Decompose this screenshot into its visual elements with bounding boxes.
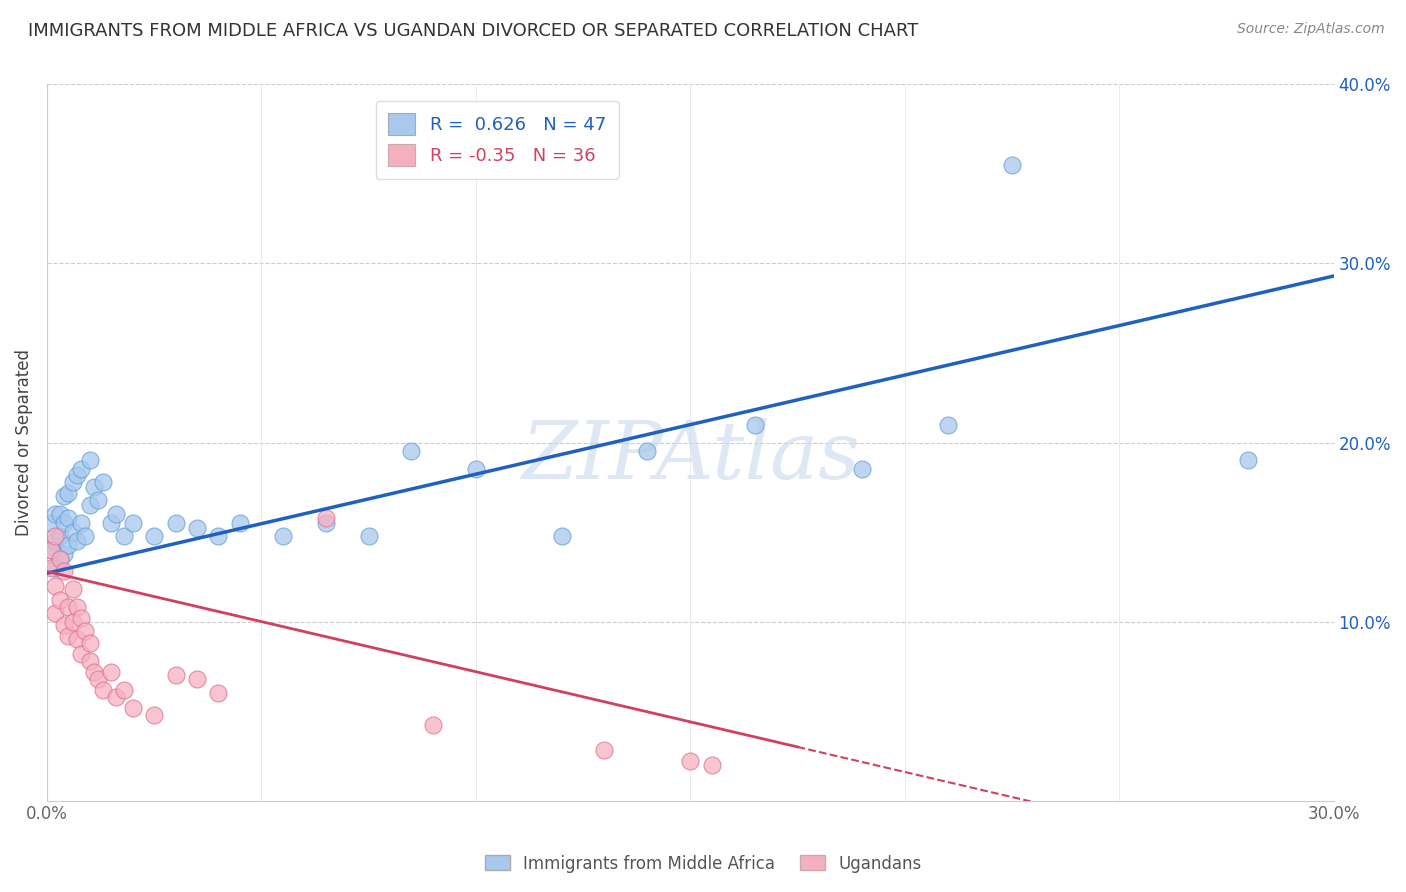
Point xyxy=(104,690,127,704)
Point xyxy=(104,507,127,521)
Point xyxy=(62,615,84,629)
Point xyxy=(593,743,616,757)
Point xyxy=(75,528,97,542)
Point xyxy=(58,600,80,615)
Text: IMMIGRANTS FROM MIDDLE AFRICA VS UGANDAN DIVORCED OR SEPARATED CORRELATION CHART: IMMIGRANTS FROM MIDDLE AFRICA VS UGANDAN… xyxy=(28,22,918,40)
Point xyxy=(66,600,89,615)
Point xyxy=(53,565,76,579)
Point xyxy=(66,534,89,549)
Point xyxy=(207,528,229,542)
Point xyxy=(58,485,80,500)
Point xyxy=(112,682,135,697)
Point xyxy=(936,417,959,432)
Point xyxy=(143,528,166,542)
Point xyxy=(66,467,89,482)
Point xyxy=(207,686,229,700)
Point xyxy=(186,521,208,535)
Point xyxy=(49,528,72,542)
Legend: Immigrants from Middle Africa, Ugandans: Immigrants from Middle Africa, Ugandans xyxy=(478,848,928,880)
Y-axis label: Divorced or Separated: Divorced or Separated xyxy=(15,349,32,536)
Point xyxy=(49,552,72,566)
Point xyxy=(315,516,337,530)
Point xyxy=(39,543,62,558)
Point xyxy=(44,528,66,542)
Point xyxy=(53,516,76,530)
Point xyxy=(112,528,135,542)
Point xyxy=(62,524,84,539)
Legend: R =  0.626   N = 47, R = -0.35   N = 36: R = 0.626 N = 47, R = -0.35 N = 36 xyxy=(375,101,619,179)
Point xyxy=(39,561,62,575)
Point xyxy=(79,636,101,650)
Point xyxy=(229,516,252,530)
Point xyxy=(44,561,66,575)
Point xyxy=(53,489,76,503)
Point xyxy=(744,417,766,432)
Point xyxy=(44,507,66,521)
Point xyxy=(700,757,723,772)
Text: ZIPAtlas: ZIPAtlas xyxy=(522,418,859,496)
Point xyxy=(83,480,105,494)
Point xyxy=(550,528,572,542)
Point xyxy=(79,654,101,668)
Point xyxy=(70,462,93,476)
Point xyxy=(44,534,66,549)
Point xyxy=(44,606,66,620)
Point xyxy=(70,647,93,661)
Point xyxy=(49,593,72,607)
Point xyxy=(62,582,84,597)
Point xyxy=(121,516,143,530)
Point xyxy=(315,510,337,524)
Point xyxy=(44,579,66,593)
Point xyxy=(271,528,294,542)
Point xyxy=(679,754,702,768)
Point xyxy=(66,632,89,647)
Point xyxy=(165,668,187,682)
Point xyxy=(49,552,72,566)
Point xyxy=(70,611,93,625)
Point xyxy=(39,543,62,558)
Point xyxy=(79,498,101,512)
Point xyxy=(100,516,122,530)
Point xyxy=(53,547,76,561)
Point xyxy=(62,475,84,489)
Point xyxy=(851,462,873,476)
Point xyxy=(75,624,97,638)
Point xyxy=(143,707,166,722)
Point xyxy=(165,516,187,530)
Point xyxy=(58,538,80,552)
Point xyxy=(1237,453,1260,467)
Point xyxy=(87,672,110,686)
Point xyxy=(422,718,444,732)
Point xyxy=(186,672,208,686)
Point xyxy=(70,516,93,530)
Point xyxy=(1001,158,1024,172)
Point xyxy=(58,629,80,643)
Point xyxy=(91,682,114,697)
Point xyxy=(91,475,114,489)
Point xyxy=(401,444,423,458)
Point xyxy=(58,510,80,524)
Point xyxy=(100,665,122,679)
Point xyxy=(464,462,486,476)
Point xyxy=(636,444,658,458)
Text: Source: ZipAtlas.com: Source: ZipAtlas.com xyxy=(1237,22,1385,37)
Point xyxy=(357,528,380,542)
Point xyxy=(121,700,143,714)
Point xyxy=(79,453,101,467)
Point xyxy=(83,665,105,679)
Point xyxy=(53,618,76,632)
Point xyxy=(87,492,110,507)
Point xyxy=(39,516,62,530)
Point xyxy=(49,507,72,521)
